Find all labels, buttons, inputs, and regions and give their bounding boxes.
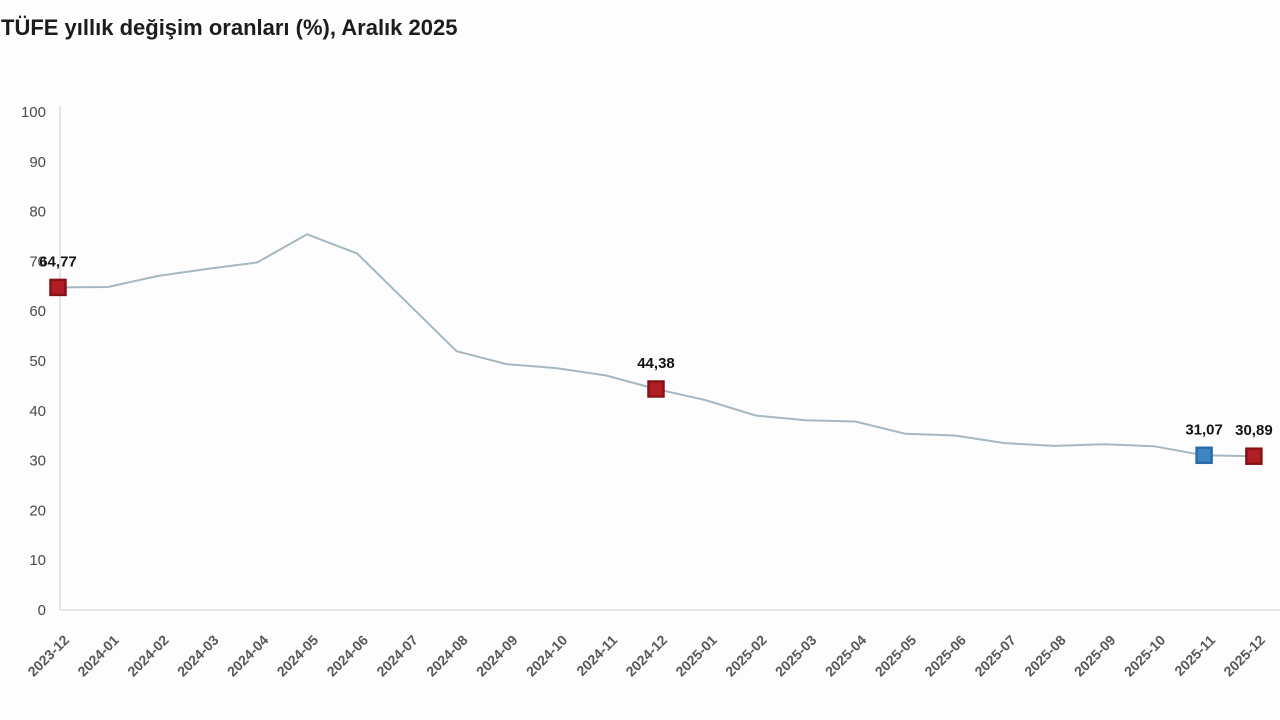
x-tick-label: 2025-11 bbox=[1171, 632, 1218, 679]
x-tick-label: 2025-08 bbox=[1021, 632, 1069, 680]
y-tick-label: 70 bbox=[29, 253, 46, 270]
x-tick-label: 2025-12 bbox=[1220, 632, 1268, 680]
y-tick-label: 60 bbox=[29, 303, 46, 320]
y-tick-label: 30 bbox=[29, 453, 46, 470]
highlight-marker bbox=[647, 380, 665, 398]
x-tick-label: 2025-03 bbox=[772, 632, 820, 680]
x-tick-label: 2024-01 bbox=[74, 632, 122, 680]
inflation-line bbox=[57, 233, 1255, 458]
x-tick-label: 2025-09 bbox=[1071, 632, 1119, 680]
x-tick-label: 2025-02 bbox=[722, 632, 770, 680]
data-label: 64,77 bbox=[39, 253, 77, 270]
x-tick-label: 2025-10 bbox=[1121, 632, 1169, 680]
x-tick-label: 2024-12 bbox=[622, 632, 670, 680]
x-tick-label: 2025-07 bbox=[971, 632, 1019, 680]
highlight-marker bbox=[1245, 447, 1263, 465]
x-tick-label: 2023-12 bbox=[24, 632, 72, 680]
x-tick-label: 2025-01 bbox=[672, 632, 720, 680]
y-tick-label: 80 bbox=[29, 204, 46, 221]
data-label: 44,38 bbox=[637, 355, 675, 372]
highlight-marker bbox=[49, 278, 67, 297]
x-tick-label: 2024-02 bbox=[124, 632, 172, 680]
x-tick-label: 2024-03 bbox=[174, 632, 222, 680]
y-tick-label: 0 bbox=[38, 602, 46, 619]
y-tick-label: 40 bbox=[29, 403, 46, 420]
x-tick-label: 2024-06 bbox=[323, 632, 371, 680]
y-tick-label: 10 bbox=[29, 552, 46, 569]
y-tick-label: 20 bbox=[29, 502, 46, 519]
x-tick-label: 2024-04 bbox=[224, 632, 272, 680]
x-tick-label: 2025-05 bbox=[872, 632, 920, 680]
y-tick-label: 50 bbox=[29, 353, 46, 370]
highlight-marker bbox=[1195, 446, 1213, 465]
x-tick-label: 2024-10 bbox=[523, 632, 571, 680]
y-tick-label: 90 bbox=[29, 154, 46, 171]
data-label: 30,89 bbox=[1235, 422, 1273, 439]
data-label: 31,07 bbox=[1185, 421, 1223, 438]
chart-title: TÜFE yıllık değişim oranları (%), Aralık… bbox=[1, 15, 458, 40]
x-tick-label: 2024-08 bbox=[423, 632, 471, 680]
x-tick-label: 2024-09 bbox=[473, 632, 521, 680]
x-tick-label: 2025-06 bbox=[921, 632, 969, 680]
y-tick-label: 100 bbox=[21, 104, 46, 121]
x-tick-label: 2024-07 bbox=[373, 632, 421, 680]
x-tick-label: 2024-05 bbox=[274, 632, 322, 680]
x-tick-label: 2025-04 bbox=[822, 632, 870, 680]
x-tick-label: 2024-11 bbox=[573, 632, 620, 679]
